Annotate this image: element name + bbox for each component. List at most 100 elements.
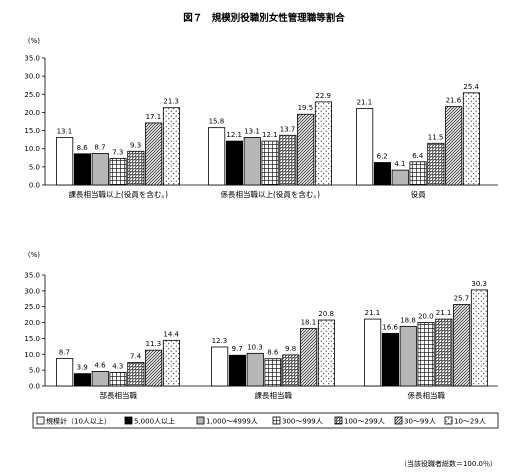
data-label: 4.6 [94, 361, 106, 369]
legend-label: 30～99人 [404, 418, 436, 426]
data-label: 9.7 [232, 345, 243, 353]
bar-total [211, 346, 229, 387]
bar-size-10-29 [314, 101, 332, 186]
legend-swatch-size-30-99 [394, 416, 403, 425]
x-category-label: 部長相当職 [100, 390, 138, 400]
bar-size-100-299 [127, 150, 145, 186]
bar-size-1000-4999 [246, 352, 264, 387]
bar-size-300-999 [109, 158, 127, 186]
data-label: 7.3 [112, 149, 123, 157]
bar-size-5000plus [73, 153, 92, 186]
data-label: 16.6 [382, 323, 398, 331]
bar-size-100-299 [427, 142, 445, 186]
bar-size-30-99 [445, 106, 463, 186]
y-tick-label: 30.0 [24, 287, 40, 295]
y-tick-label: 30.0 [24, 73, 40, 81]
bar-size-100-299 [279, 134, 297, 186]
legend-frame [32, 412, 499, 429]
bar-size-300-999 [409, 161, 427, 186]
bar-size-1000-4999 [391, 169, 409, 186]
legend-swatch-size-300-999 [272, 416, 281, 425]
x-category-label: 係長相当職 [408, 390, 446, 400]
data-label: 11.5 [428, 133, 444, 141]
data-label: 21.1 [365, 309, 381, 317]
bar-size-5000plus [228, 354, 247, 387]
bar-total [56, 358, 74, 387]
bar-size-30-99 [145, 349, 163, 387]
bar-total [56, 137, 74, 186]
bar-size-100-299 [435, 318, 453, 387]
y-tick-label: 35.0 [24, 55, 40, 63]
bar-size-30-99 [145, 122, 163, 186]
y-tick-label: 10.0 [24, 351, 40, 359]
bar-size-1000-4999 [91, 153, 109, 186]
y-unit-label: (%) [28, 251, 40, 259]
legend: 規模計（10人以上） 5,000人以上 1,000～4999人 300～999人 100… [32, 412, 499, 429]
data-label: 6.2 [377, 153, 388, 161]
data-label: 13.1 [244, 127, 260, 135]
bar-size-10-29 [470, 289, 488, 387]
data-label: 22.9 [315, 92, 331, 100]
legend-label: 5,000人以上 [134, 417, 175, 426]
x-category-label: 課長相当職以上(役員を含む。) [68, 189, 168, 199]
data-label: 12.1 [226, 131, 242, 139]
y-tick-label: 20.0 [24, 109, 40, 117]
y-tick-label: 5.0 [29, 163, 40, 171]
legend-label: 1,000～4999人 [206, 418, 258, 426]
data-label: 12.3 [212, 337, 228, 345]
footnote: （当該役職者総数＝100.0％） [400, 459, 497, 468]
data-label: 25.7 [454, 294, 470, 302]
y-tick-label: 0.0 [29, 383, 40, 391]
bar-size-10-29 [462, 92, 480, 186]
data-label: 7.4 [130, 353, 142, 361]
bar-size-30-99 [453, 304, 471, 387]
data-label: 8.6 [267, 349, 279, 357]
data-label: 20.0 [418, 313, 434, 321]
data-label: 18.8 [400, 316, 416, 324]
data-label: 30.3 [471, 280, 487, 288]
bar-size-1000-4999 [91, 371, 109, 387]
bar-size-300-999 [417, 322, 435, 387]
data-label: 12.1 [262, 131, 278, 139]
y-tick-label: 15.0 [24, 335, 40, 343]
x-category-label: 役員 [411, 189, 426, 199]
y-unit-label: (%) [28, 37, 40, 45]
data-label: 8.6 [77, 144, 89, 152]
bar-size-10-29 [162, 107, 181, 186]
data-label: 4.1 [394, 160, 405, 168]
bar-size-1000-4999 [399, 325, 417, 387]
bar-size-10-29 [317, 319, 335, 387]
bar-size-30-99 [300, 328, 318, 387]
data-label: 15.8 [209, 118, 225, 126]
bar-size-30-99 [297, 113, 315, 186]
legend-swatch-size-5000plus [124, 416, 133, 425]
chart-panel-top: (%) 0.0 5.0 10.0 15.0 20.0 25.0 30.0 35.0 13.1 8.6… [24, 37, 498, 199]
data-label: 21.1 [436, 309, 452, 317]
bar-size-300-999 [109, 371, 127, 387]
bar-total [364, 318, 382, 387]
data-label: 17.1 [146, 113, 162, 121]
y-tick-label: 20.0 [24, 319, 40, 327]
data-label: 3.9 [77, 364, 88, 372]
chart-panel-bottom: (%) 0.0 5.0 10.0 15.0 20.0 25.0 30.0 35.0 8.7 3.9 4… [24, 251, 498, 400]
data-label: 14.4 [163, 330, 179, 338]
data-label: 21.3 [163, 98, 179, 106]
y-tick-label: 5.0 [29, 367, 40, 375]
legend-swatch-size-100-299 [334, 416, 343, 425]
y-tick-label: 25.0 [24, 91, 40, 99]
data-label: 10.3 [247, 343, 263, 351]
data-label: 13.7 [280, 125, 296, 133]
data-label: 11.3 [146, 340, 162, 348]
bar-total [356, 108, 374, 186]
legend-label: 10～29人 [454, 418, 486, 426]
x-category-label: 課長相当職 [255, 390, 293, 400]
y-tick-label: 0.0 [29, 182, 40, 190]
data-label: 21.6 [446, 97, 462, 105]
bar-size-5000plus [373, 162, 391, 186]
y-tick-label: 10.0 [24, 145, 40, 153]
data-label: 4.3 [112, 362, 123, 370]
data-label: 19.5 [298, 104, 314, 112]
bar-total [208, 127, 226, 186]
bar-size-5000plus [73, 373, 92, 387]
